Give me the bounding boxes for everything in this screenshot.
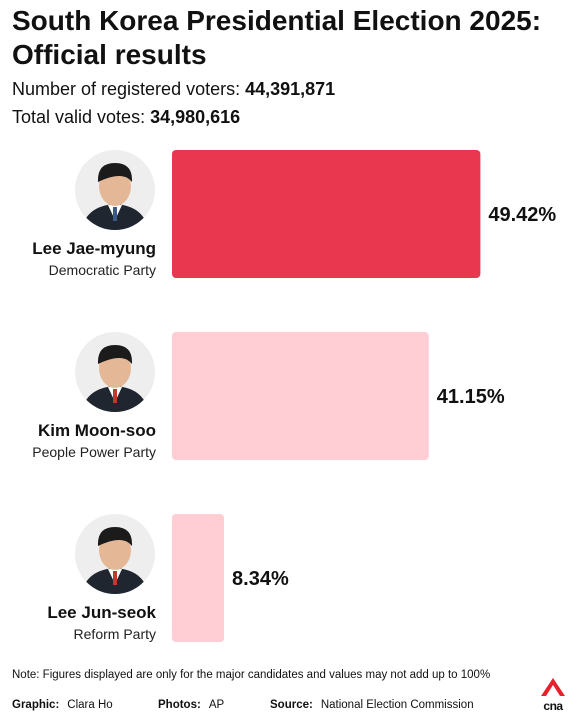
- graphic-value: Clara Ho: [67, 699, 113, 711]
- valid-votes-value: 34,980,616: [150, 107, 241, 127]
- candidate-name-2: Kim Moon-soo: [38, 421, 156, 440]
- valid-votes: Total valid votes: 34,980,616: [12, 106, 240, 128]
- credits: Graphic: Clara Ho Photos: AP Source: Nat…: [12, 698, 474, 712]
- cna-logo-mark: [541, 678, 565, 696]
- bar-2: [172, 332, 429, 460]
- candidate-photo-1: [75, 150, 155, 230]
- valid-votes-label: Total valid votes:: [12, 107, 151, 127]
- title-line-1: South Korea Presidential Election 2025:: [12, 5, 542, 36]
- source-label: Source:: [270, 699, 313, 711]
- candidate-photo-3: [75, 514, 155, 594]
- registered-voters-value: 44,391,871: [245, 79, 336, 99]
- photos-value: AP: [208, 699, 225, 711]
- graphic-label: Graphic:: [12, 699, 60, 711]
- candidate-name-3: Lee Jun-seok: [47, 603, 156, 622]
- registered-voters: Number of registered voters: 44,391,871: [12, 78, 335, 100]
- cna-logo: cna: [541, 678, 565, 713]
- party-name-2: People Power Party: [32, 444, 156, 460]
- footnote: Note: Figures displayed are only for the…: [12, 669, 491, 681]
- party-name-1: Democratic Party: [49, 262, 156, 278]
- value-label-1: 49.42%: [488, 204, 556, 226]
- photos-label: Photos:: [158, 699, 201, 711]
- title-line-2: Official results: [12, 39, 207, 70]
- value-label-3: 8.34%: [232, 568, 289, 590]
- registered-voters-label: Number of registered voters:: [12, 79, 246, 99]
- results-bar-chart: 49.42% Lee Jae-myung Democratic Party 41.15…: [32, 150, 556, 642]
- candidate-name-1: Lee Jae-myung: [32, 239, 156, 258]
- party-name-3: Reform Party: [74, 626, 156, 642]
- bar-1: [172, 150, 481, 278]
- cna-logo-text: cna: [543, 699, 563, 713]
- source-value: National Election Commission: [320, 699, 474, 711]
- candidate-photo-2: [75, 332, 155, 412]
- value-label-2: 41.15%: [437, 386, 505, 408]
- chart-title: South Korea Presidential Election 2025: …: [12, 4, 568, 72]
- bar-3: [172, 514, 225, 642]
